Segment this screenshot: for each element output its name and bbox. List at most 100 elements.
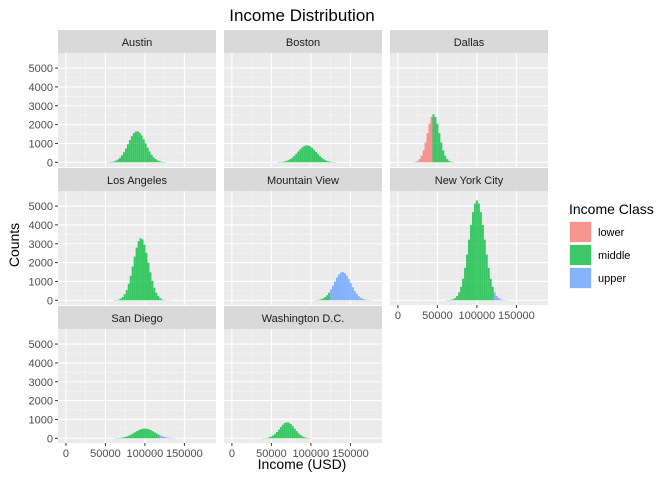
histogram-bar-upper	[163, 299, 166, 301]
histogram-bar-middle	[317, 154, 319, 163]
histogram-bar-upper	[167, 437, 170, 439]
histogram-bar-middle	[440, 142, 443, 163]
histogram-bar-middle	[458, 292, 461, 301]
histogram-bar-middle	[277, 429, 280, 439]
histogram-bar-upper	[339, 272, 342, 301]
histogram-bar-middle	[135, 247, 138, 301]
histogram-bar-middle	[126, 144, 129, 163]
histogram-bar-middle	[434, 116, 437, 163]
histogram-bar-middle	[139, 429, 142, 439]
plot-background-dallas	[390, 53, 548, 167]
histogram-bar-middle	[117, 159, 120, 163]
histogram-bar-middle	[153, 432, 156, 439]
histogram-bar-middle	[483, 239, 486, 301]
y-tick-label: 0	[47, 433, 53, 445]
histogram-bar-middle	[305, 437, 308, 439]
histogram-bar-middle	[326, 161, 329, 163]
y-tick-label: 0	[47, 157, 53, 169]
y-tick-label: 4000	[29, 82, 53, 94]
histogram-bar-middle	[122, 437, 125, 439]
histogram-bar-middle	[148, 151, 151, 163]
legend-label-upper: upper	[598, 273, 626, 285]
strip-new-york-city	[390, 168, 548, 191]
histogram-bar-middle	[485, 254, 488, 301]
histogram-bar-middle	[473, 203, 476, 301]
strip-dallas	[390, 30, 548, 53]
x-tick-label: 50000	[90, 448, 121, 460]
histogram-bar-middle	[124, 148, 127, 163]
strip-label-san-diego: San Diego	[111, 313, 162, 325]
y-tick-label: 3000	[29, 101, 53, 113]
histogram-bar-middle	[150, 154, 153, 163]
histogram-bar-middle	[466, 254, 469, 301]
strip-label-boston: Boston	[286, 37, 320, 49]
histogram-bar-middle	[285, 160, 288, 163]
histogram-bar-middle	[487, 267, 490, 301]
histogram-bar-middle	[141, 239, 144, 301]
panel-mountain-view: Mountain View	[224, 168, 382, 305]
histogram-bar-middle	[279, 427, 282, 439]
histogram-bar-middle	[481, 224, 484, 301]
histogram-bar-middle	[111, 161, 114, 163]
histogram-bar-middle	[136, 431, 138, 439]
y-tick-label: 0	[47, 295, 53, 307]
histogram-bar-middle	[313, 149, 316, 163]
histogram-bar-middle	[448, 160, 451, 163]
histogram-bar-middle	[130, 136, 133, 163]
histogram-bar-middle	[324, 160, 327, 163]
histogram-bar-middle	[299, 435, 302, 439]
histogram-bar-middle	[297, 151, 300, 163]
histogram-bar-middle	[121, 296, 124, 301]
histogram-bar-middle	[318, 299, 321, 301]
histogram-bar-middle	[289, 159, 292, 163]
histogram-bar-middle	[155, 292, 158, 301]
histogram-bar-upper	[359, 297, 362, 301]
histogram-bar-middle	[303, 437, 306, 439]
histogram-bar-middle	[303, 146, 306, 163]
histogram-bar-middle	[301, 147, 304, 163]
histogram-bar-middle	[143, 244, 146, 301]
histogram-bar-middle	[324, 297, 327, 301]
legend-key-upper	[570, 268, 591, 288]
histogram-bar-middle	[123, 294, 126, 301]
chart-title: Income Distribution	[229, 6, 375, 25]
y-tick-label: 5000	[29, 201, 53, 213]
y-tick-label: 2000	[29, 120, 53, 132]
histogram-bar-middle	[287, 160, 290, 163]
histogram-bar-middle	[131, 266, 134, 301]
histogram-bar-middle	[129, 275, 132, 301]
strip-label-los-angeles: Los Angeles	[107, 175, 167, 187]
histogram-bar-middle	[157, 434, 160, 439]
histogram-bar-middle	[155, 433, 158, 439]
histogram-bar-middle	[128, 435, 131, 439]
histogram-bar-middle	[157, 296, 160, 301]
histogram-bar-middle	[128, 140, 131, 163]
histogram-bar-upper	[349, 283, 352, 301]
histogram-bar-middle	[124, 436, 127, 439]
histogram-bar-middle	[452, 299, 455, 301]
histogram-bar-middle	[442, 150, 445, 163]
histogram-bar-middle	[299, 149, 302, 163]
plot-background-washington-d-c	[224, 329, 382, 443]
histogram-bar-middle	[295, 431, 298, 439]
legend-label-lower: lower	[598, 227, 625, 239]
strip-mountain-view	[224, 168, 382, 191]
histogram-bar-middle	[450, 161, 453, 163]
histogram-bar-lower	[414, 161, 417, 163]
histogram-bar-middle	[291, 157, 294, 163]
histogram-bar-upper	[334, 281, 336, 301]
histogram-bar-middle	[489, 278, 492, 301]
histogram-bar-middle	[143, 428, 146, 439]
histogram-bar-upper	[351, 287, 354, 301]
panel-austin: Austin 0 1000 2000 3000 4000 5000	[29, 30, 216, 169]
histogram-bar-middle	[293, 155, 296, 163]
histogram-bar-middle	[477, 203, 480, 301]
histogram-bar-middle	[479, 212, 482, 301]
histogram-bar-lower	[416, 160, 419, 163]
histogram-bar-middle	[320, 299, 323, 301]
histogram-bar-upper	[353, 290, 356, 301]
panel-new-york-city: New York City 0 50000 100000 150000	[390, 168, 548, 322]
histogram-bar-middle	[460, 286, 463, 301]
legend-key-middle	[570, 245, 591, 265]
